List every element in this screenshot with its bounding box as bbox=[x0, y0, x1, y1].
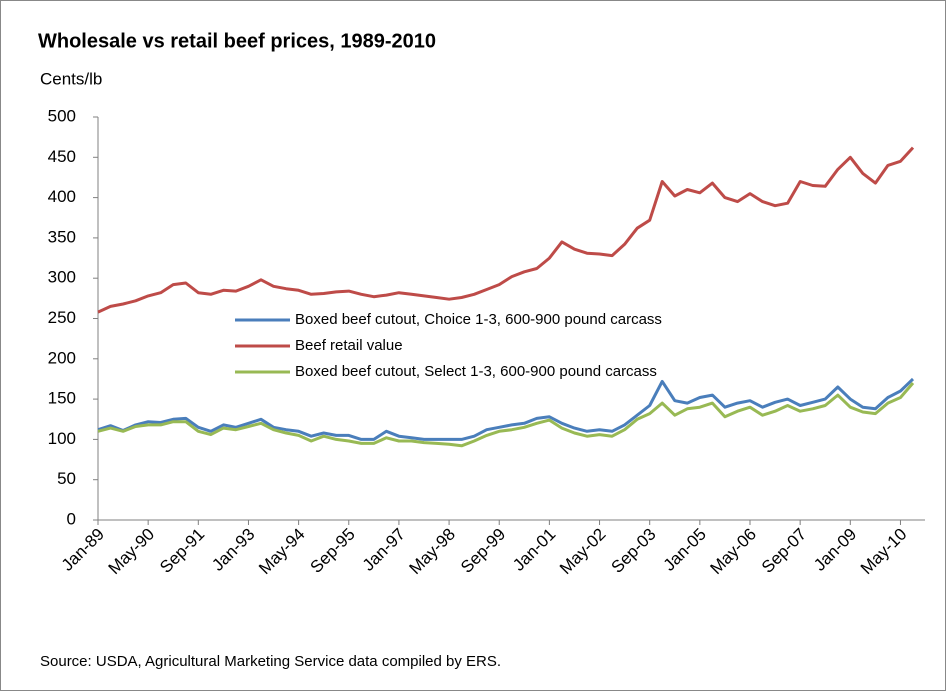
y-tick-label: 300 bbox=[48, 268, 76, 287]
y-tick-label: 400 bbox=[48, 187, 76, 206]
y-tick-label: 100 bbox=[48, 429, 76, 448]
legend-label: Boxed beef cutout, Choice 1-3, 600-900 p… bbox=[295, 311, 662, 328]
y-tick-label: 50 bbox=[57, 469, 76, 488]
y-tick-label: 450 bbox=[48, 147, 76, 166]
y-tick-label: 150 bbox=[48, 389, 76, 408]
y-axis-label: Cents/lb bbox=[40, 69, 102, 88]
legend-label: Boxed beef cutout, Select 1-3, 600-900 p… bbox=[295, 363, 657, 380]
y-tick-label: 250 bbox=[48, 308, 76, 327]
y-tick-label: 350 bbox=[48, 227, 76, 246]
chart-title: Wholesale vs retail beef prices, 1989-20… bbox=[38, 30, 436, 52]
source-note: Source: USDA, Agricultural Marketing Ser… bbox=[40, 653, 501, 670]
series-line bbox=[97, 382, 915, 448]
series-line bbox=[97, 146, 915, 314]
y-tick-label: 0 bbox=[67, 509, 76, 528]
y-tick-label: 500 bbox=[48, 106, 76, 125]
legend-label: Beef retail value bbox=[295, 337, 403, 354]
series-line bbox=[97, 377, 915, 441]
y-tick-label: 200 bbox=[48, 348, 76, 367]
